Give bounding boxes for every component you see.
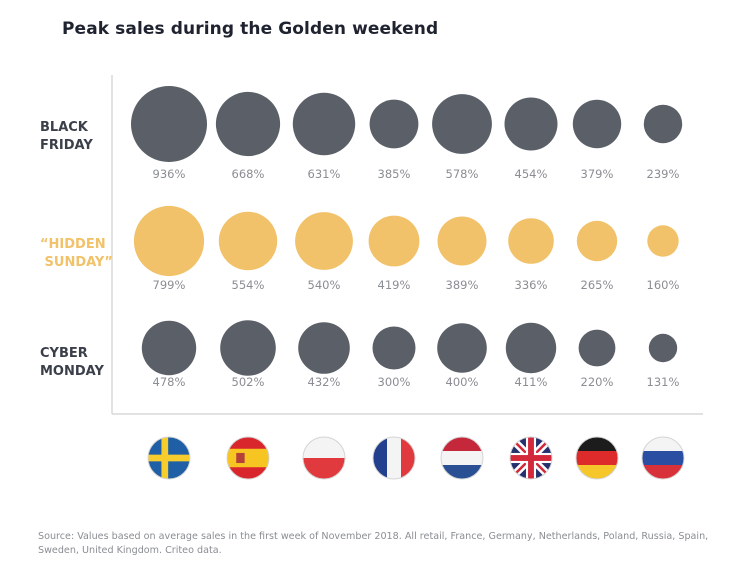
value-label: 239%: [647, 167, 680, 181]
netherlands-flag-icon: [440, 436, 484, 480]
value-label: 540%: [308, 278, 341, 292]
uk-flag-icon: [509, 436, 553, 480]
bubble: [218, 211, 278, 271]
russia-flag-icon: [641, 436, 685, 480]
value-label: 432%: [308, 375, 341, 389]
series-label: BLACK FRIDAY: [40, 120, 93, 153]
value-label: 502%: [232, 375, 265, 389]
value-label: 411%: [515, 375, 548, 389]
bubble: [437, 323, 487, 373]
bubble: [572, 99, 622, 149]
bubble: [220, 320, 276, 376]
value-label: 389%: [446, 278, 479, 292]
bubble: [369, 99, 419, 149]
bubble: [432, 94, 492, 154]
value-label: 379%: [581, 167, 614, 181]
bubble: [576, 220, 618, 262]
chart-title: Peak sales during the Golden weekend: [62, 19, 439, 39]
germany-flag-icon: [575, 436, 619, 480]
value-label: 265%: [581, 278, 614, 292]
sweden-flag-icon: [147, 436, 191, 480]
value-label: 454%: [515, 167, 548, 181]
bubble: [508, 218, 554, 264]
series-row: “HIDDEN SUNDAY” 799% 554% 540% 419% 389% 336% 2…: [40, 205, 680, 292]
value-label: 578%: [446, 167, 479, 181]
value-label: 478%: [153, 375, 186, 389]
france-flag-icon: [372, 436, 416, 480]
series-row: CYBER MONDAY 478% 502% 432% 300% 400% 411% 220% 1…: [40, 320, 680, 389]
value-label: 300%: [378, 375, 411, 389]
value-label: 220%: [581, 375, 614, 389]
bubble: [643, 104, 683, 144]
series-row: BLACK FRIDAY 936% 668% 631% 385% 578% 454% 379% 2…: [40, 86, 683, 181]
value-label: 668%: [232, 167, 265, 181]
bubble: [133, 205, 205, 277]
bubble: [647, 225, 679, 257]
value-label: 554%: [232, 278, 265, 292]
bubble: [298, 322, 350, 374]
bubble: [368, 215, 420, 267]
value-label: 131%: [647, 375, 680, 389]
value-label: 631%: [308, 167, 341, 181]
value-label: 160%: [647, 278, 680, 292]
bubble: [295, 212, 353, 270]
bubble: [504, 97, 558, 151]
value-label: 336%: [515, 278, 548, 292]
bubble: [437, 216, 487, 266]
value-label: 936%: [153, 167, 186, 181]
series-label: “HIDDEN SUNDAY”: [40, 237, 113, 270]
poland-flag-icon: [302, 436, 346, 480]
value-label: 799%: [153, 278, 186, 292]
spain-flag-icon: [226, 436, 270, 480]
bubble: [372, 326, 416, 370]
bubble: [131, 86, 207, 162]
source-note: Source: Values based on average sales in…: [38, 531, 709, 556]
bubble: [648, 333, 678, 363]
bubble: [215, 91, 281, 157]
value-label: 385%: [378, 167, 411, 181]
series-label: CYBER MONDAY: [40, 346, 104, 379]
value-label: 419%: [378, 278, 411, 292]
value-label: 400%: [446, 375, 479, 389]
bubble: [505, 322, 557, 374]
bubble: [292, 92, 356, 156]
bubble: [141, 320, 197, 376]
bubble: [578, 329, 616, 367]
